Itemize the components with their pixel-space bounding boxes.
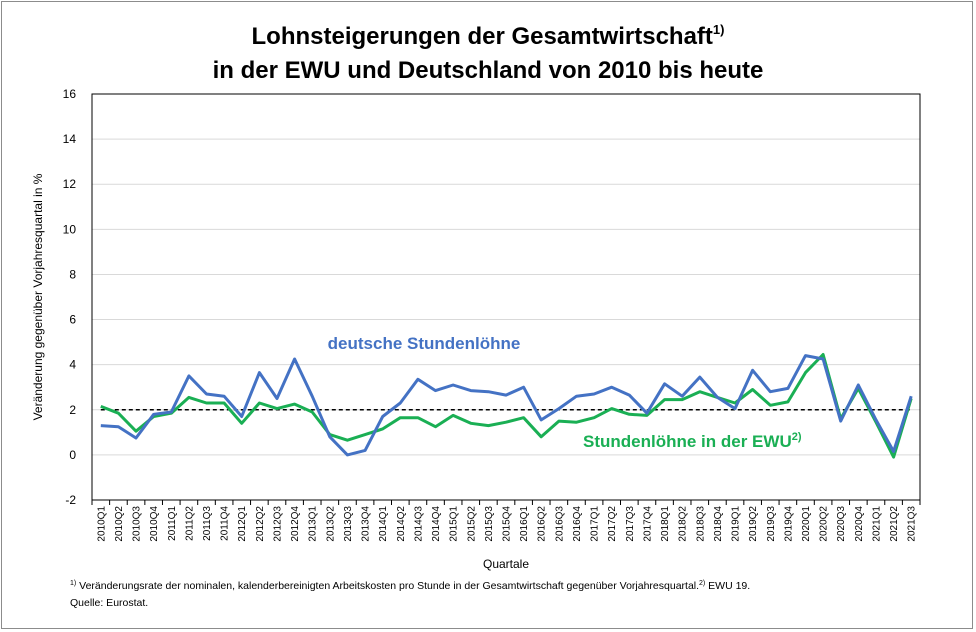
series-label-ewu: Stundenlöhne in der EWU2)	[583, 431, 802, 451]
x-tick-label: 2013Q2	[325, 506, 336, 542]
x-tick-label: 2018Q3	[695, 506, 706, 542]
x-tick-label: 2012Q3	[272, 506, 283, 542]
x-tick-label: 2021Q2	[889, 506, 900, 542]
axes	[91, 93, 921, 505]
x-tick-label: 2014Q2	[396, 506, 407, 542]
x-tick-label: 2013Q3	[343, 506, 354, 542]
x-tick-label: 2019Q2	[748, 506, 759, 542]
series-line-ewu	[100, 353, 913, 459]
x-tick-label: 2018Q2	[678, 506, 689, 542]
footnote-text-2: EWU 19.	[705, 580, 751, 592]
x-tick-label: 2016Q3	[554, 506, 565, 542]
footnote-marker-1: 1)	[70, 580, 77, 587]
x-tick-label: 2011Q3	[202, 506, 213, 541]
x-tick-label: 2020Q3	[836, 506, 847, 542]
x-tick-label: 2013Q4	[361, 506, 372, 542]
x-tick-label: 2010Q1	[96, 506, 107, 542]
x-tick-label: 2015Q3	[484, 506, 495, 542]
y-tick-label: 0	[69, 448, 76, 462]
footnote-definition: 1) Veränderungsrate der nominalen, kalen…	[70, 580, 750, 592]
y-tick-label: 16	[63, 87, 77, 101]
x-tick-label: 2015Q1	[449, 506, 460, 542]
x-tick-label: 2012Q2	[255, 506, 266, 542]
footnote-source: Quelle: Eurostat.	[70, 597, 149, 609]
y-axis-label: Veränderung gegenüber Vorjahresquartal i…	[31, 173, 45, 420]
x-tick-label: 2017Q1	[590, 506, 601, 542]
x-tick-label: 2018Q1	[660, 506, 671, 542]
x-tick-label: 2015Q4	[502, 506, 513, 542]
x-tick-label: 2020Q2	[819, 506, 830, 542]
x-tick-label: 2010Q3	[132, 506, 143, 542]
y-tick-label: 2	[69, 403, 76, 417]
y-tick-label: 6	[69, 313, 76, 327]
x-tick-label: 2011Q1	[167, 506, 178, 541]
x-tick-label: 2016Q4	[572, 506, 583, 542]
x-tick-label: 2019Q3	[766, 506, 777, 542]
footnote-marker-2: 2)	[699, 580, 706, 587]
footnote-text-1: Veränderungsrate der nominalen, kalender…	[76, 580, 700, 592]
chart-title-line1: Lohnsteigerungen der Gesamtwirtschaft1)	[0, 22, 976, 51]
x-tick-label: 2016Q1	[519, 506, 530, 542]
y-tick-label: 12	[63, 177, 77, 191]
x-tick-label: 2019Q1	[731, 506, 742, 542]
title-line1-text: Lohnsteigerungen der Gesamtwirtschaft	[251, 23, 713, 50]
x-tick-label: 2017Q4	[642, 506, 653, 542]
y-tick-label: -2	[65, 493, 76, 507]
x-tick-label: 2014Q3	[413, 506, 424, 542]
x-tick-label: 2015Q2	[466, 506, 477, 542]
series-label-de: deutsche Stundenlöhne	[328, 334, 521, 353]
x-tick-label: 2016Q2	[537, 506, 548, 542]
x-tick-label: 2013Q1	[308, 506, 319, 542]
plot-area-border	[91, 93, 921, 501]
x-axis-label: Quartale	[483, 557, 529, 571]
x-tick-label: 2012Q4	[290, 506, 301, 542]
label-group: -2 0 2 4 6 8 10 12 14 16 2010Q1 2010Q2 2010Q3 2010Q4 2…	[31, 87, 918, 571]
x-tick-label: 2014Q4	[431, 506, 442, 542]
title-footnote-marker: 1)	[712, 22, 725, 37]
series-label-ewu-footnote: 2)	[792, 431, 802, 443]
x-tick-label: 2018Q4	[713, 506, 724, 542]
x-tick-label: 2021Q1	[871, 506, 882, 542]
x-tick-label: 2010Q4	[149, 506, 160, 542]
gridlines	[92, 93, 920, 456]
y-tick-label: 4	[69, 358, 76, 372]
x-tick-label: 2012Q1	[237, 506, 248, 542]
series-line-de	[100, 354, 913, 457]
y-tick-label: 14	[63, 132, 77, 146]
x-tick-label: 2017Q2	[607, 506, 618, 542]
y-tick-label: 10	[63, 222, 77, 236]
x-tick-label: 2011Q4	[220, 506, 231, 541]
x-tick-label: 2017Q3	[625, 506, 636, 542]
x-tick-label: 2014Q1	[378, 506, 389, 542]
x-tick-label: 2011Q2	[184, 506, 195, 541]
y-tick-label: 8	[69, 267, 76, 281]
x-tick-label: 2021Q3	[907, 506, 918, 542]
x-tick-label: 2010Q2	[114, 506, 125, 542]
chart-title-line2: in der EWU und Deutschland von 2010 bis …	[212, 57, 764, 84]
x-tick-label: 2020Q4	[854, 506, 865, 542]
series-group	[100, 353, 913, 459]
x-tick-label: 2020Q1	[801, 506, 812, 542]
x-tick-label: 2019Q4	[783, 506, 794, 542]
